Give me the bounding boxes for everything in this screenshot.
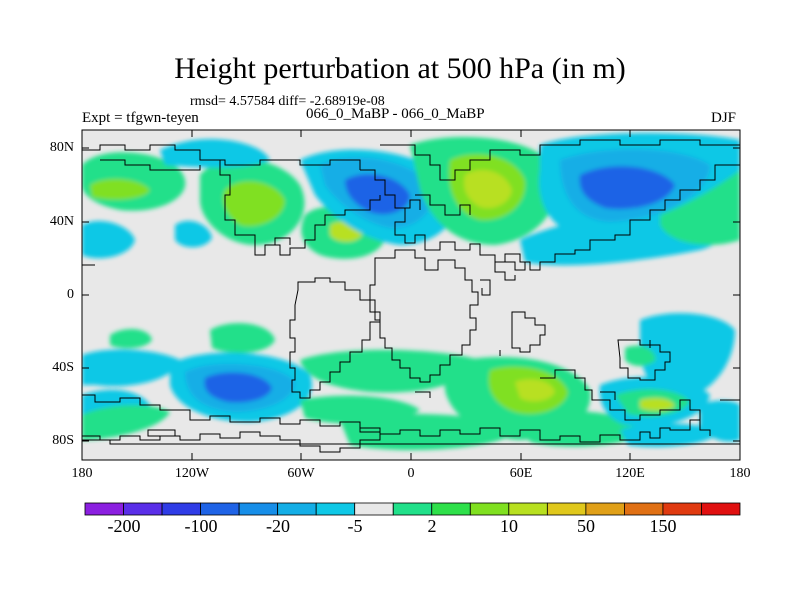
colorbar-label: 2 bbox=[427, 516, 437, 536]
colorbar-swatch bbox=[508, 502, 548, 516]
colorbar-swatch bbox=[84, 502, 124, 516]
colorbar-label: 10 bbox=[500, 516, 518, 536]
colorbar-swatch bbox=[354, 502, 394, 516]
colorbar-swatch bbox=[469, 502, 510, 516]
plot-title: Height perturbation at 500 hPa (in m) bbox=[174, 52, 626, 85]
season-label: DJF bbox=[711, 110, 737, 126]
colorbar-label: 150 bbox=[649, 516, 677, 536]
lon-label-120e: 120E bbox=[615, 466, 645, 481]
contour-region bbox=[620, 423, 720, 447]
colorbar-swatch bbox=[431, 502, 471, 516]
colorbar-swatch bbox=[123, 502, 163, 516]
colorbar-label: -100 bbox=[184, 516, 218, 536]
lon-label-60e: 60E bbox=[509, 466, 533, 481]
lat-ticks bbox=[82, 147, 740, 442]
contour-region bbox=[579, 166, 675, 210]
contour-region bbox=[90, 178, 150, 200]
contour-region bbox=[82, 349, 180, 387]
colorbar-swatch bbox=[585, 502, 625, 516]
coastlines bbox=[82, 139, 740, 453]
colorbar-swatch bbox=[161, 502, 201, 516]
contour-region bbox=[82, 220, 135, 259]
contour-region bbox=[204, 372, 272, 403]
lon-label-180e: 180 bbox=[729, 466, 751, 481]
lon-label-60w: 60W bbox=[287, 466, 315, 481]
contour-region bbox=[345, 174, 410, 215]
colorbar-swatch bbox=[392, 502, 433, 516]
lon-label-0: 0 bbox=[407, 466, 415, 481]
contour-region bbox=[300, 349, 480, 393]
colorbar-swatch bbox=[238, 502, 279, 516]
stats-line: rmsd= 4.57584 diff= -2.68919e-08 bbox=[190, 94, 385, 109]
colorbar-label: 50 bbox=[577, 516, 595, 536]
colorbar-swatch bbox=[200, 502, 240, 516]
contour-region bbox=[340, 414, 520, 450]
colorbar-swatch bbox=[662, 502, 702, 516]
contour-region bbox=[210, 323, 275, 353]
lat-label-eq: 0 bbox=[67, 287, 74, 302]
lon-label-180w: 180 bbox=[71, 466, 93, 481]
colorbar-swatch bbox=[624, 502, 664, 516]
contour-region bbox=[175, 220, 212, 248]
map-field bbox=[82, 130, 740, 460]
contour-region bbox=[82, 404, 170, 440]
colorbar-label: -20 bbox=[266, 516, 290, 536]
contour-region bbox=[625, 345, 656, 366]
lat-label-80s: 80S bbox=[52, 433, 74, 448]
contour-region bbox=[515, 379, 555, 402]
lat-label-40s: 40S bbox=[52, 360, 74, 375]
contour-region bbox=[223, 181, 285, 227]
lon-label-120w: 120W bbox=[174, 466, 210, 481]
lat-label-40n: 40N bbox=[49, 214, 74, 229]
lat-label-80n: 80N bbox=[49, 140, 74, 155]
contour-region bbox=[110, 328, 152, 349]
lon-ticks bbox=[81, 130, 741, 460]
experiment-label: Expt = tfgwn-teyen bbox=[82, 110, 199, 126]
contour-region bbox=[160, 139, 270, 168]
colorbar-label: -200 bbox=[107, 516, 141, 536]
colorbar-swatch bbox=[315, 502, 356, 516]
colorbar-swatch bbox=[546, 502, 587, 516]
colorbar-swatch bbox=[277, 502, 317, 516]
runs-label: 066_0_MaBP - 066_0_MaBP bbox=[306, 106, 485, 122]
colorbar bbox=[84, 502, 741, 516]
contour-region bbox=[464, 170, 512, 209]
colorbar-swatch bbox=[701, 502, 741, 516]
colorbar-label: -5 bbox=[347, 516, 363, 536]
contour-region bbox=[640, 398, 675, 411]
